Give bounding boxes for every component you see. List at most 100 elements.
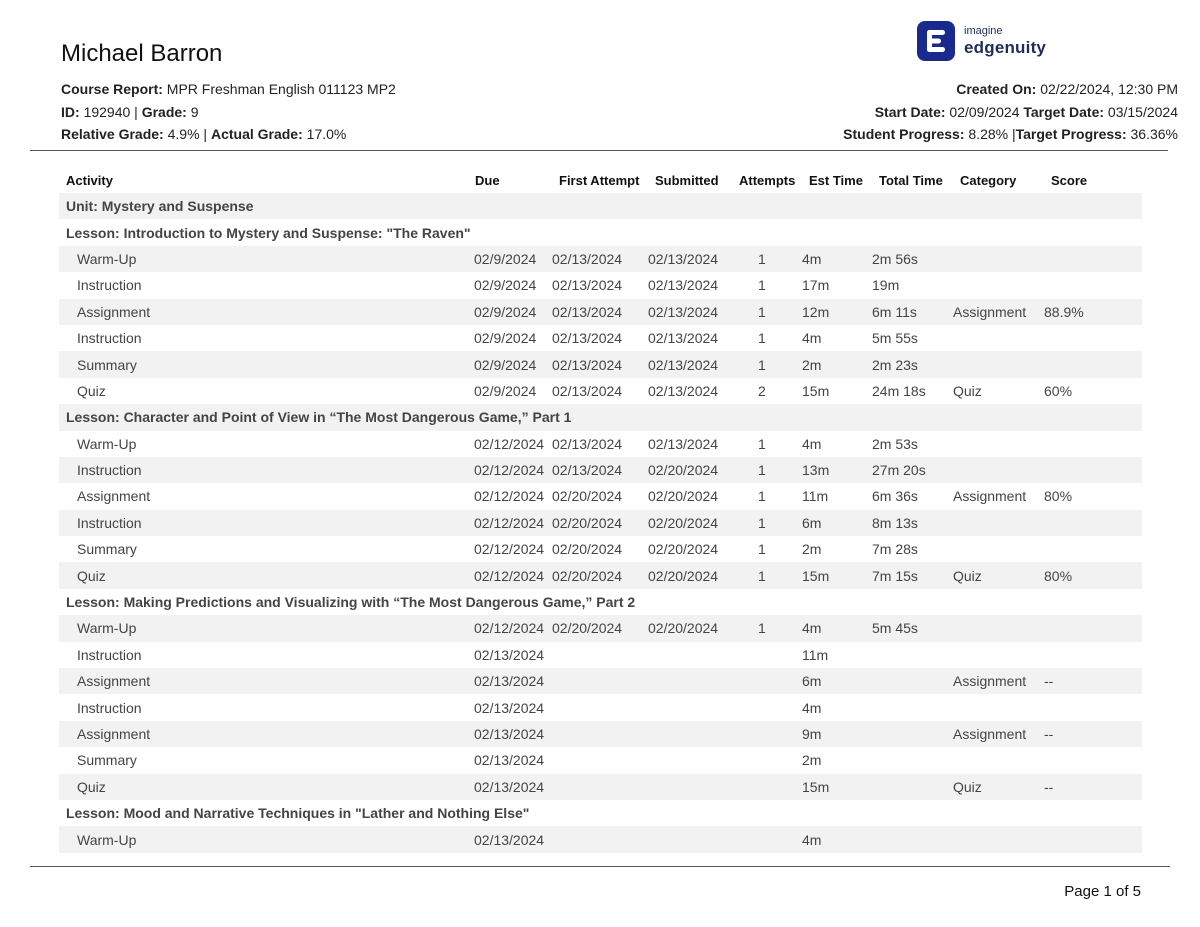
cell-first-attempt: 02/20/2024 [552, 509, 648, 537]
target-progress-value: 36.36% [1130, 126, 1178, 142]
cell-total-time: 2m 53s [872, 435, 918, 452]
cell-score: 80% [1044, 562, 1142, 589]
cell-total-time: 19m [872, 277, 900, 294]
cell-total-time: 8m 13s [872, 509, 953, 537]
cell-submitted: 02/20/2024 [648, 509, 732, 537]
cell-submitted [648, 642, 732, 668]
column-header-submitted: Submitted [655, 172, 719, 188]
student-progress-label: Student Progress: [843, 126, 965, 142]
cell-activity: Quiz [77, 382, 106, 399]
cell-activity: Warm-Up [77, 435, 137, 452]
table-row: Summary 02/12/2024 02/20/2024 02/20/2024 1 2m… [59, 536, 1142, 562]
actual-grade-label: Actual Grade: [210, 126, 303, 142]
cell-attempts: 1 [732, 509, 802, 537]
table-row: Assignment 02/13/2024 9m Assignment -- [59, 720, 1142, 748]
table-row: Assignment 02/12/2024 02/20/2024 02/20/2024… [59, 483, 1142, 509]
cell-first-attempt [552, 668, 648, 695]
cell-due: 02/13/2024 [474, 752, 545, 769]
relative-grade-value: 4.9% [167, 126, 200, 142]
cell-submitted: 02/20/2024 [648, 615, 732, 642]
cell-score: 88.9% [1044, 298, 1142, 325]
cell-est-time: 4m [802, 330, 822, 347]
progress-line: Student Progress: 8.28% |Target Progress… [843, 123, 1178, 146]
cell-first-attempt [552, 826, 648, 853]
student-progress-value: 8.28% [968, 126, 1009, 142]
cell-due: 02/12/2024 [474, 435, 545, 452]
table-row: Summary 02/13/2024 2m [59, 747, 1142, 773]
cell-activity: Summary [77, 541, 137, 558]
table-header-row: Activity Due First Attempt Submitted Attempt… [59, 167, 1142, 193]
cell-total-time: 24m 18s [872, 382, 926, 399]
activity-table: Activity Due First Attempt Submitted Attempt… [59, 167, 1142, 853]
cell-attempts: 1 [758, 277, 766, 294]
id-value: 192940 [83, 103, 131, 120]
cell-attempts [732, 773, 802, 800]
cell-category [953, 351, 1044, 378]
cell-total-time [872, 694, 953, 720]
column-header-due: Due [475, 172, 500, 188]
cell-attempts: 1 [758, 488, 766, 505]
cell-total-time [872, 826, 953, 853]
table-row: Instruction 02/13/2024 11m [59, 642, 1142, 668]
separator: | [1011, 126, 1016, 142]
cell-est-time: 11m [802, 488, 829, 505]
cell-submitted: 02/20/2024 [648, 541, 719, 558]
cell-due: 02/13/2024 [468, 826, 552, 853]
section-heading: Lesson: Character and Point of View in “… [59, 404, 1142, 431]
cell-due: 02/9/2024 [474, 330, 537, 347]
cell-activity: Warm-Up [59, 245, 468, 273]
cell-category: Assignment [953, 488, 1027, 505]
cell-first-attempt: 02/20/2024 [552, 541, 623, 558]
cell-score [1044, 272, 1142, 298]
cell-activity: Summary [59, 351, 468, 378]
cell-submitted [648, 773, 732, 800]
cell-first-attempt: 02/13/2024 [552, 330, 623, 347]
cell-category [953, 272, 1044, 298]
cell-submitted: 02/20/2024 [648, 562, 732, 589]
cell-category [953, 245, 1044, 273]
cell-submitted [648, 668, 732, 695]
cell-total-time [872, 668, 953, 695]
cell-score [1044, 351, 1142, 378]
cell-est-time: 4m [802, 615, 872, 642]
target-date-value: 03/15/2024 [1107, 103, 1178, 120]
table-row: Quiz 02/12/2024 02/20/2024 02/20/2024 1 15m 7m… [59, 562, 1142, 589]
cell-total-time [872, 747, 953, 773]
cell-est-time: 4m [802, 435, 822, 452]
cell-est-time: 2m [802, 752, 822, 769]
cell-total-time [872, 773, 953, 800]
id-label: ID: [61, 103, 80, 120]
cell-category: Quiz [953, 773, 1044, 800]
cell-due: 02/13/2024 [468, 773, 552, 800]
cell-submitted: 02/13/2024 [648, 351, 732, 378]
cell-score: 80% [1044, 488, 1073, 505]
cell-est-time: 4m [802, 826, 872, 853]
cell-activity: Instruction [77, 699, 142, 716]
footer-divider [30, 866, 1170, 867]
cell-submitted [648, 720, 732, 748]
cell-activity: Quiz [59, 562, 468, 589]
cell-first-attempt [552, 747, 648, 773]
cell-attempts: 1 [732, 615, 802, 642]
id-grade-line: ID: 192940 | Grade: 9 [61, 101, 396, 124]
cell-total-time: 2m 56s [872, 245, 953, 273]
cell-first-attempt: 02/20/2024 [552, 488, 623, 505]
report-info: Created On: 02/22/2024, 12:30 PM Start D… [843, 78, 1178, 146]
table-row: Assignment 02/13/2024 6m Assignment -- [59, 668, 1142, 695]
table-row: Assignment 02/9/2024 02/13/2024 02/13/2024 1… [59, 298, 1142, 325]
cell-est-time: 2m [802, 541, 822, 558]
cell-due: 02/9/2024 [474, 382, 537, 399]
cell-attempts [732, 826, 802, 853]
cell-score [1044, 694, 1142, 720]
section-heading: Lesson: Mood and Narrative Techniques in… [66, 805, 530, 822]
cell-est-time: 15m [802, 562, 872, 589]
section-heading-row: Unit: Mystery and Suspense [59, 193, 1142, 220]
section-heading: Unit: Mystery and Suspense [59, 193, 1142, 220]
separator: | [134, 103, 138, 120]
cell-activity: Instruction [77, 330, 142, 347]
table-row: Warm-Up 02/9/2024 02/13/2024 02/13/2024 1 4m 2… [59, 245, 1142, 273]
cell-attempts: 1 [758, 330, 766, 347]
table-row: Summary 02/9/2024 02/13/2024 02/13/2024 1 2m 2… [59, 351, 1142, 378]
cell-attempts: 1 [732, 562, 802, 589]
course-label: Course Report: [61, 81, 163, 97]
